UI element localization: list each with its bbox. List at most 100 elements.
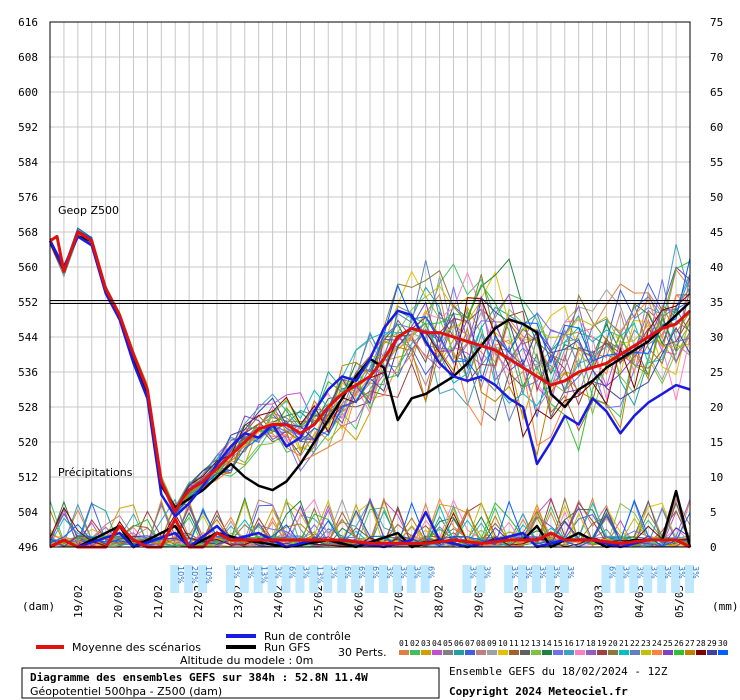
y-right-tick: 70 (710, 51, 723, 64)
snow-percent: 3% (399, 566, 408, 579)
y-left-tick: 600 (18, 86, 38, 99)
perturbation-id: 03 (421, 639, 431, 648)
y-right-unit: (mm) (712, 600, 739, 613)
perturbation-id: 27 (685, 639, 695, 648)
y-right-tick: 35 (710, 296, 723, 309)
perturbation-id: 11 (509, 639, 519, 648)
snow-row: 10% 20% 10% 3% 3% 13% 3% 6% 3% 13% 3% 6% 6% 6% 3% 3% 3% 6… (170, 565, 700, 593)
snow-percent: 3% (663, 566, 672, 579)
y-right-tick: 75 (710, 16, 723, 29)
perturbation-swatch (575, 650, 585, 655)
mean-precip-line (49, 517, 691, 549)
snow-percent: 10% (204, 566, 213, 584)
copyright: Copyright 2024 Meteociel.fr (449, 685, 628, 698)
snow-percent: 10% (176, 566, 185, 584)
perturbation-id: 04 (432, 639, 442, 648)
perturbation-id: 28 (696, 639, 706, 648)
perturbation-id: 05 (443, 639, 453, 648)
perturbation-swatch (641, 650, 651, 655)
altitude-label: Altitude du modele : 0m (180, 654, 313, 667)
perturbation-swatch (520, 650, 530, 655)
snow-cell (323, 565, 333, 593)
perturbation-swatch (432, 650, 442, 655)
footer-title: Diagramme des ensembles GEFS sur 384h : … (30, 671, 368, 684)
x-date-tick: 19/02 (72, 585, 85, 618)
control-z500-line (48, 235, 691, 518)
perturbation-swatch (487, 650, 497, 655)
footer-title-box (21, 667, 440, 699)
perturbation-swatch (553, 650, 563, 655)
y-left-tick: 576 (18, 191, 38, 204)
snow-percent: 3% (413, 566, 422, 579)
perturbation-swatch (685, 650, 695, 655)
perturbation-swatch (597, 650, 607, 655)
snow-cell (239, 565, 249, 593)
snow-percent: 6% (288, 566, 297, 579)
snow-percent: 3% (538, 566, 547, 579)
precip-label: Précipitations (58, 466, 133, 479)
snow-cell (685, 565, 694, 593)
y-left-tick: 496 (18, 541, 38, 554)
snow-percent: 3% (552, 566, 561, 579)
snow-percent: 3% (301, 566, 310, 579)
snow-cell (615, 565, 625, 593)
perturbation-swatch (663, 650, 673, 655)
snow-cell (225, 565, 235, 593)
snow-percent: 13% (315, 566, 324, 584)
snow-percent: 3% (510, 566, 519, 579)
perturbation-swatch (443, 650, 453, 655)
perturbation-id: 13 (531, 639, 541, 648)
perturbation-id: 26 (674, 639, 684, 648)
perturbation-swatch (608, 650, 618, 655)
plot-frame (49, 21, 691, 548)
snow-cell (337, 565, 347, 593)
y-right-tick: 45 (710, 226, 723, 239)
snow-percent: 6% (608, 566, 617, 579)
snow-cell (643, 565, 653, 593)
y-right-tick: 25 (710, 366, 723, 379)
snow-percent: 3% (232, 566, 241, 579)
perturbation-swatch (696, 650, 706, 655)
snow-percent: 3% (385, 566, 394, 579)
legend-perts-label: 30 Perts. (338, 646, 387, 659)
y-left-tick: 568 (18, 226, 38, 239)
x-date-tick: 23/02 (232, 585, 245, 618)
snow-cell (198, 565, 208, 593)
perturbation-swatch (465, 650, 475, 655)
x-date-tick: 25/02 (312, 585, 325, 618)
x-date-tick: 27/02 (392, 585, 405, 618)
snow-cell (170, 565, 180, 593)
x-date-tick: 01/03 (513, 585, 526, 618)
y-left-tick: 560 (18, 261, 38, 274)
perturbation-id: 10 (498, 639, 508, 648)
snow-cell (531, 565, 541, 593)
perturbation-swatch (410, 650, 420, 655)
snow-cell (420, 565, 430, 593)
perturbation-swatch (652, 650, 662, 655)
mean-z500-line (49, 230, 692, 514)
perturbation-id: 17 (575, 639, 585, 648)
snow-cell (295, 565, 305, 593)
y-left-tick: 504 (18, 506, 38, 519)
snow-cell (504, 565, 514, 593)
x-date-tick: 28/02 (432, 585, 445, 618)
snow-cell (281, 565, 291, 593)
perturbation-swatch (718, 650, 728, 655)
perturbation-swatch (476, 650, 486, 655)
snow-cell (657, 565, 667, 593)
perturbation-swatch (707, 650, 717, 655)
perturbation-swatch (564, 650, 574, 655)
snow-percent: 3% (566, 566, 575, 579)
x-date-tick: 22/02 (192, 585, 205, 618)
perturbation-id: 14 (542, 639, 552, 648)
y-right-tick: 60 (710, 121, 723, 134)
perturbation-swatch (531, 650, 541, 655)
snow-percent: 3% (621, 566, 630, 579)
x-date-tick: 26/02 (352, 585, 365, 618)
y-left-tick: 592 (18, 121, 38, 134)
y-right-tick: 40 (710, 261, 723, 274)
perturbation-swatch (509, 650, 519, 655)
geop-label: Geop Z500 (58, 204, 119, 217)
perturbation-id: 25 (663, 639, 673, 648)
